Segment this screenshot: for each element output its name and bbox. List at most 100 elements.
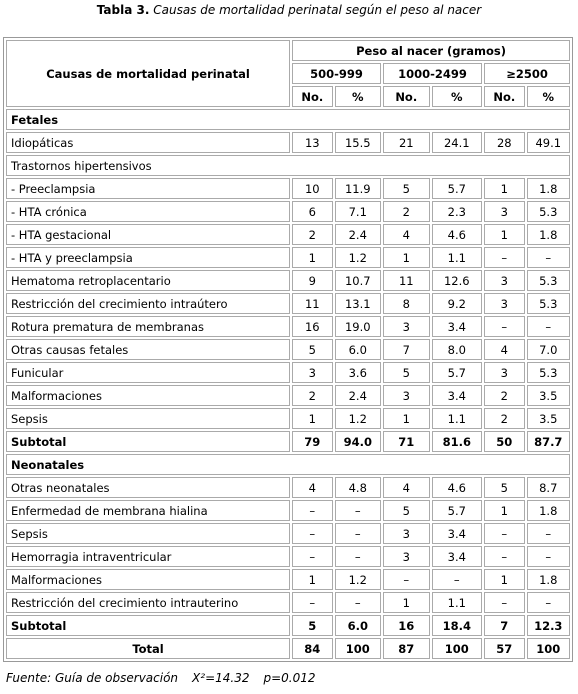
header-sub: %	[334, 86, 382, 107]
table-row: Malformaciones 1 1.2– –1 1.8	[6, 569, 570, 590]
cell: 100	[431, 638, 483, 659]
table-row: Sepsis 1 1.2 1 1.1 2 3.5	[6, 408, 570, 429]
cell: 5.3	[526, 362, 570, 383]
cell: 1	[484, 224, 525, 245]
table-row: Restricción del crecimiento intrauterino…	[6, 592, 570, 613]
header-cause: Causas de mortalidad perinatal	[6, 40, 291, 107]
table-caption: Tabla 3. Causas de mortalidad perinatal …	[0, 3, 578, 17]
table-row: - HTA y preeclampsia 1 1.2 1 1.1– –	[6, 247, 570, 268]
cell: –	[334, 523, 382, 544]
cell: 87.7	[526, 431, 570, 452]
cell: 3.4	[431, 385, 483, 406]
table-row: Total 84 100 87 100 57 100	[6, 638, 570, 659]
cell: 7	[383, 339, 430, 360]
table-row: Otras neonatales 4 4.8 4 4.6 5 8.7	[6, 477, 570, 498]
cell: 2	[383, 201, 430, 222]
cell: 5	[383, 178, 430, 199]
cell: 19.0	[334, 316, 382, 337]
cell: 2	[484, 385, 525, 406]
table-row: Subtotal 79 94.0 71 81.6 50 87.7	[6, 431, 570, 452]
cell: 1	[484, 569, 525, 590]
caption-label: Tabla 3.	[96, 3, 150, 17]
header-sub: %	[431, 86, 483, 107]
table-row: Neonatales	[6, 454, 570, 475]
cell: 84	[292, 638, 333, 659]
row-label: Total	[6, 638, 291, 659]
cell: 1.8	[526, 178, 570, 199]
cell: 1.1	[431, 247, 483, 268]
cell: –	[292, 500, 333, 521]
cell: 10.7	[334, 270, 382, 291]
cell: 5	[383, 362, 430, 383]
cell: 100	[334, 638, 382, 659]
header-group: 500-999	[292, 63, 382, 84]
cell: 21	[383, 132, 430, 153]
header-sub: No.	[383, 86, 430, 107]
cell: 5.3	[526, 293, 570, 314]
table-row: Enfermedad de membrana hialina – –5 5.7 1 1.8	[6, 500, 570, 521]
cell: 5.7	[431, 362, 483, 383]
cell: 5	[484, 477, 525, 498]
cell: 3	[383, 546, 430, 567]
table-row: Rotura prematura de membranas 16 19.0 3 3.4–…	[6, 316, 570, 337]
cell: 5	[292, 615, 333, 636]
cell: –	[526, 546, 570, 567]
table-row: Idiopáticas 13 15.5 21 24.1 28 49.1	[6, 132, 570, 153]
cell: 8.0	[431, 339, 483, 360]
cell: 13.1	[334, 293, 382, 314]
cell: 3.5	[526, 408, 570, 429]
row-label: - HTA crónica	[6, 201, 291, 222]
cell: 1	[383, 408, 430, 429]
cell: 1.1	[431, 408, 483, 429]
caption-text: Causas de mortalidad perinatal según el …	[153, 3, 482, 17]
cell: 79	[292, 431, 333, 452]
cell: 1.1	[431, 592, 483, 613]
cell: 1	[383, 247, 430, 268]
row-label: Otras neonatales	[6, 477, 291, 498]
cell: 4.6	[431, 224, 483, 245]
row-label: - Preeclampsia	[6, 178, 291, 199]
cell: 100	[526, 638, 570, 659]
table-row: Hematoma retroplacentario 9 10.7 11 12.6 3 5.3	[6, 270, 570, 291]
cell: –	[484, 247, 525, 268]
row-label: Sepsis	[6, 408, 291, 429]
cell: 57	[484, 638, 525, 659]
cell: –	[526, 247, 570, 268]
row-label: Subtotal	[6, 431, 291, 452]
cell: 4.6	[431, 477, 483, 498]
table-row: Trastornos hipertensivos	[6, 155, 570, 176]
table-row: Malformaciones 2 2.4 3 3.4 2 3.5	[6, 385, 570, 406]
cell: 50	[484, 431, 525, 452]
row-label: - HTA y preeclampsia	[6, 247, 291, 268]
cell: 2	[292, 385, 333, 406]
cell: 81.6	[431, 431, 483, 452]
table-row: - HTA crónica 6 7.1 2 2.3 3 5.3	[6, 201, 570, 222]
cell: 1.2	[334, 247, 382, 268]
cell: –	[383, 569, 430, 590]
cell: 6.0	[334, 615, 382, 636]
cell: –	[334, 592, 382, 613]
row-label: Restricción del crecimiento intrauterino	[6, 592, 291, 613]
cell: 5.7	[431, 500, 483, 521]
header-weight: Peso al nacer (gramos)	[292, 40, 570, 61]
row-label: Malformaciones	[6, 569, 291, 590]
cell: 7.1	[334, 201, 382, 222]
cell: –	[526, 592, 570, 613]
row-label: Idiopáticas	[6, 132, 291, 153]
cell: 4.8	[334, 477, 382, 498]
cell: 3	[484, 270, 525, 291]
cell: 3	[383, 385, 430, 406]
cell: –	[292, 546, 333, 567]
cell: 1	[484, 500, 525, 521]
cell: –	[526, 316, 570, 337]
cell: –	[334, 546, 382, 567]
header-sub: No.	[292, 86, 333, 107]
cell: –	[334, 500, 382, 521]
cell: 3	[484, 293, 525, 314]
cell: 4	[383, 224, 430, 245]
cell: 1	[383, 592, 430, 613]
cell: 11	[383, 270, 430, 291]
cell: 3	[484, 362, 525, 383]
table-row: Sepsis – –3 3.4– –	[6, 523, 570, 544]
table-row: Subtotal 5 6.0 16 18.4 7 12.3	[6, 615, 570, 636]
